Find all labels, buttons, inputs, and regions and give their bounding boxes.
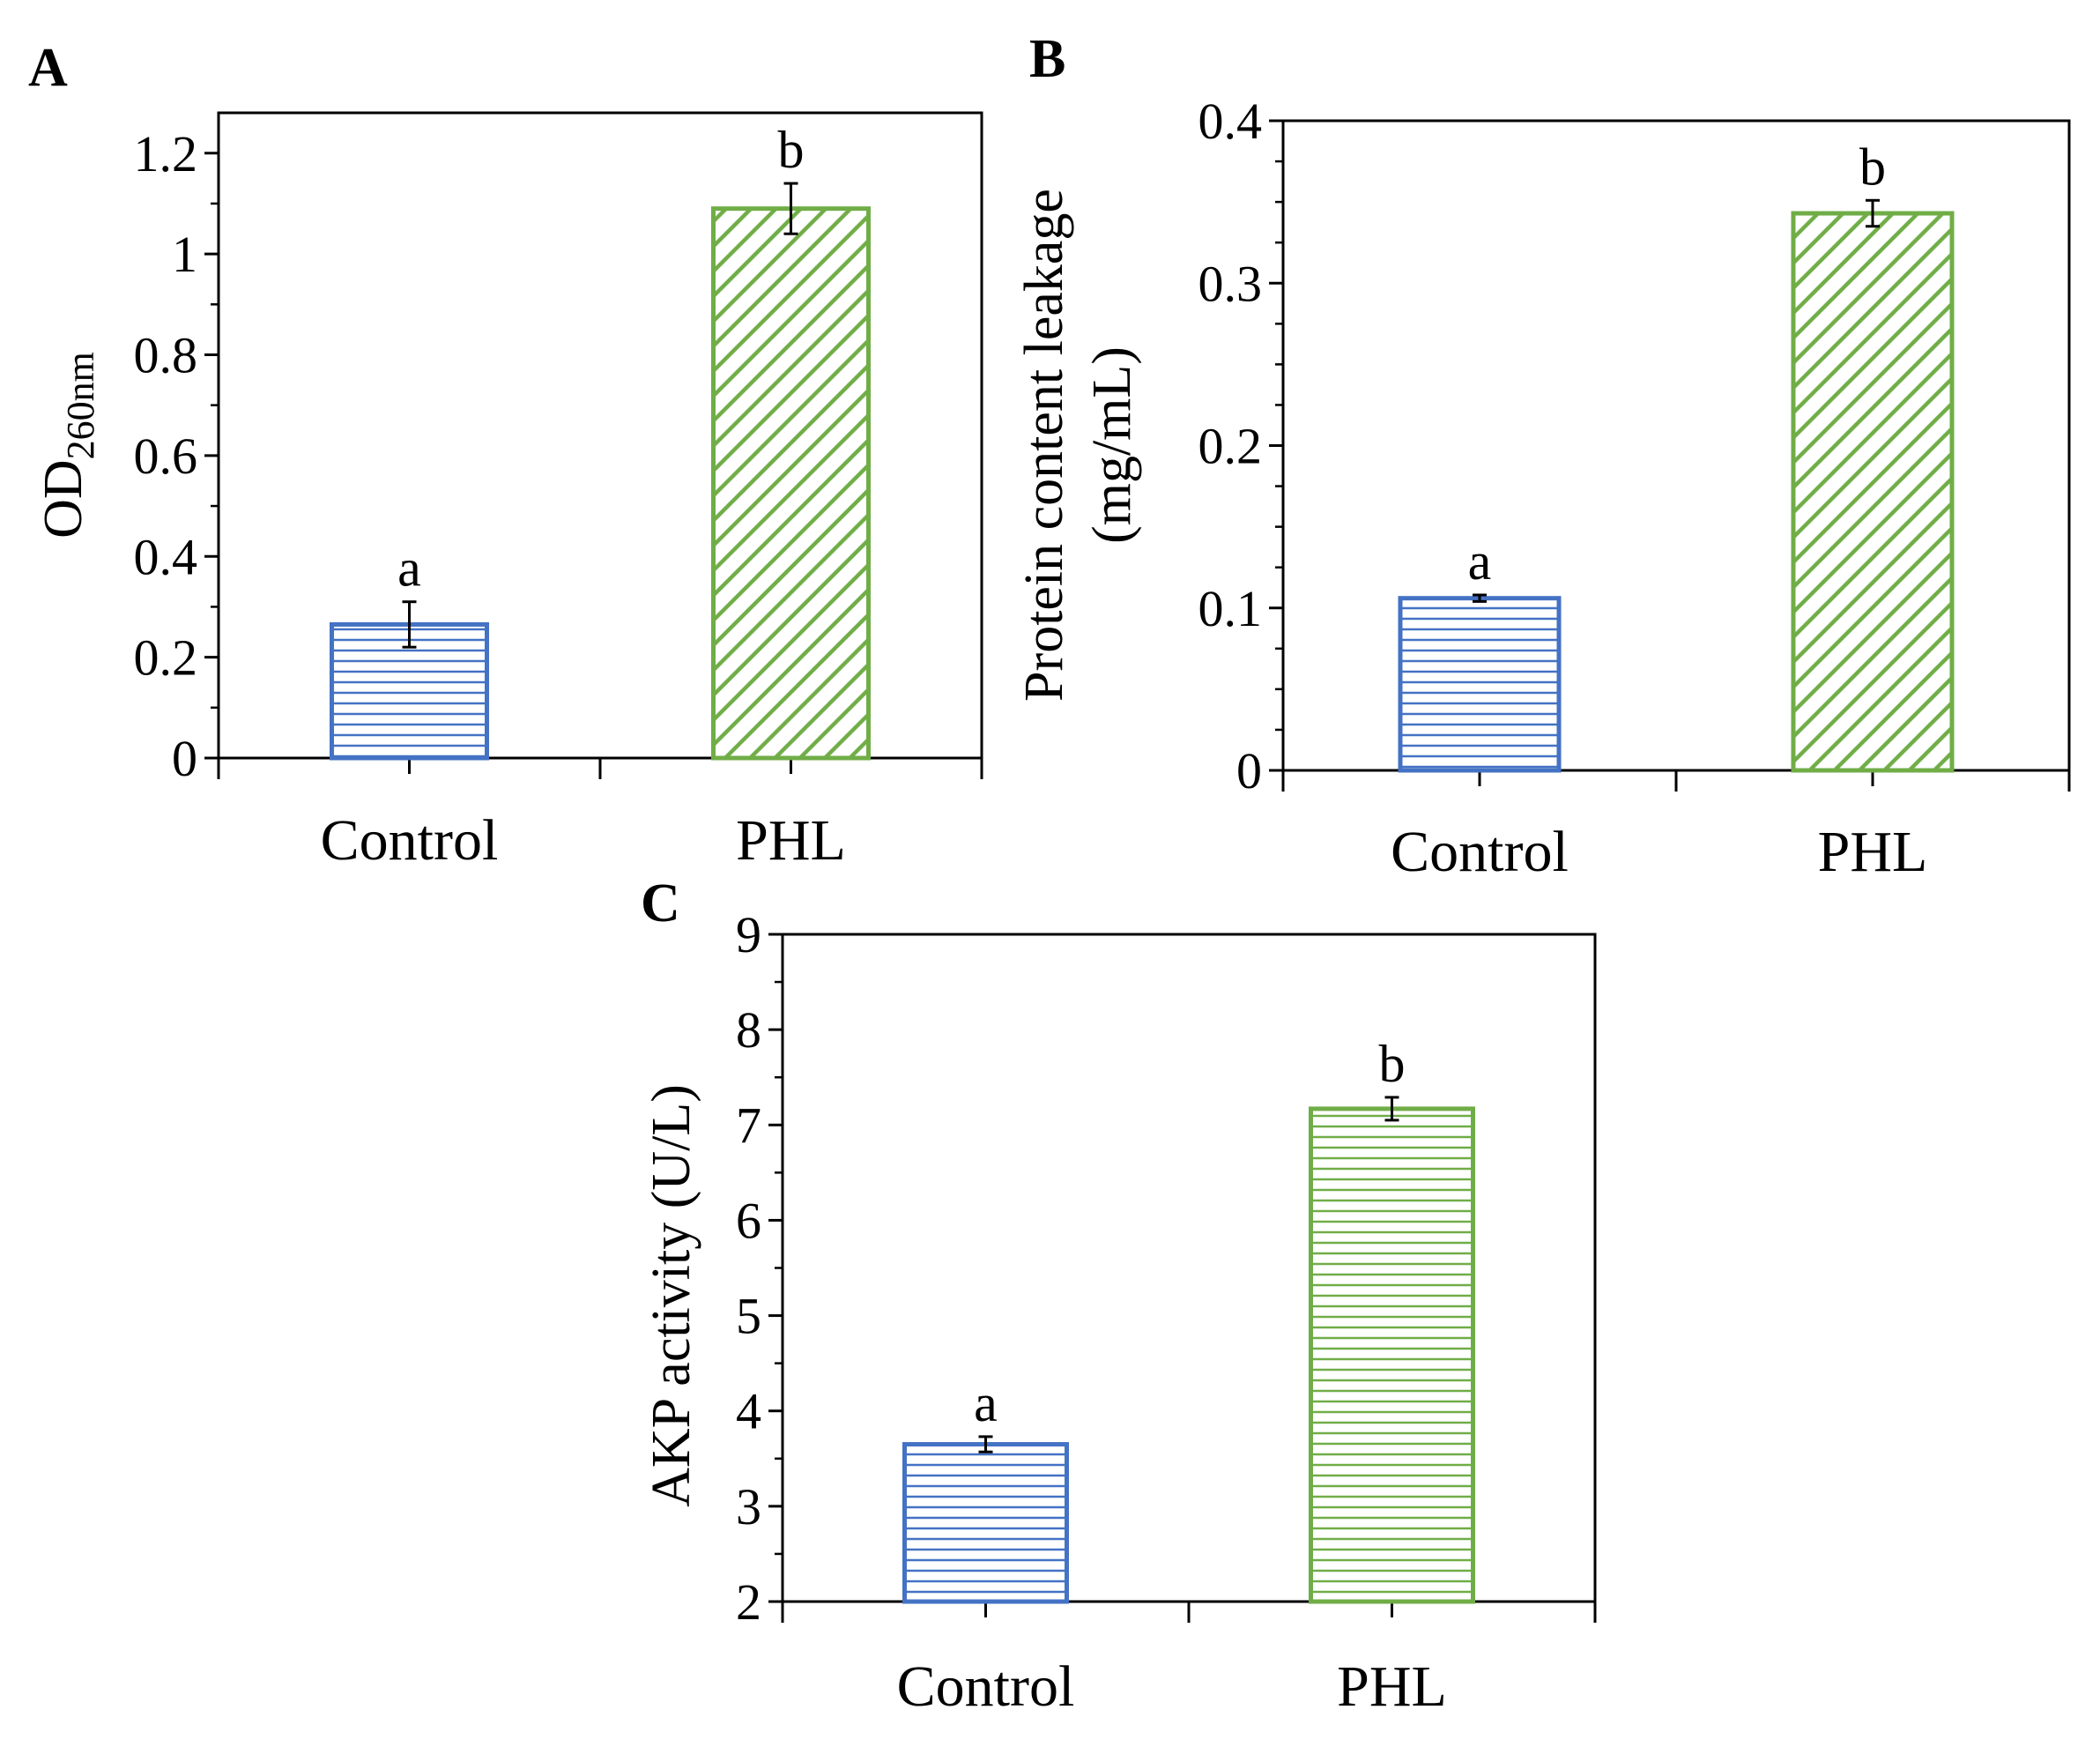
x-category-label: Control [1391, 820, 1569, 884]
x-category-label: PHL [1337, 1654, 1447, 1719]
panel-a: A OD260nm 0 0.2 0.4 0.6 0.8 1 1.2 a Control b PHL [28, 38, 983, 873]
panel-c: C AKP activity (U/L) 2 3 4 5 6 7 8 9 a Control b PH… [641, 874, 1597, 1719]
y-axis-title: OD260nm [33, 352, 102, 539]
y-axis-title: AKP activity (U/L) [642, 1084, 701, 1507]
y-tick-label: 8 [736, 1001, 761, 1059]
x-category-label: Control [897, 1654, 1075, 1719]
plot-area: 2 3 4 5 6 7 8 9 a Control b PHL [736, 906, 1597, 1719]
y-tick-label: 0.8 [134, 327, 198, 384]
x-category-label: PHL [736, 808, 846, 873]
plot-area: 0 0.2 0.4 0.6 0.8 1 1.2 a Control b PHL [134, 121, 983, 873]
y-tick-label: 0.2 [134, 629, 198, 687]
y-axis-title-line1: Protein content leakage [1014, 189, 1074, 702]
y-tick-label: 6 [736, 1192, 761, 1249]
bar-control [330, 621, 489, 761]
y-tick-label: 2 [736, 1573, 761, 1631]
y-tick-label: 3 [736, 1478, 761, 1535]
y-tick-label: 0.6 [134, 427, 198, 485]
significance-label: a [974, 1374, 998, 1432]
y-tick-label: 9 [736, 906, 761, 963]
y-axis-title-main: OD [33, 459, 93, 539]
significance-label: b [778, 121, 805, 179]
bar-phl [1791, 211, 1955, 773]
y-tick-label: 0 [172, 730, 197, 787]
y-tick-label: 1 [172, 226, 197, 283]
y-tick-label: 0.4 [1198, 93, 1263, 150]
y-tick-label: 0.3 [1198, 255, 1263, 312]
significance-label: b [1379, 1035, 1406, 1093]
bar-control [902, 1442, 1069, 1604]
bar-phl [1309, 1106, 1475, 1604]
y-tick-label: 0.1 [1198, 580, 1263, 637]
bar-phl [711, 206, 871, 761]
y-tick-label: 0 [1236, 742, 1262, 799]
y-tick-label: 5 [736, 1288, 761, 1345]
panel-label: A [28, 38, 68, 98]
y-axis-title-line2: (mg/mL) [1082, 346, 1142, 544]
significance-label: b [1859, 138, 1886, 196]
y-axis-title-subscript: 260nm [59, 352, 102, 459]
y-tick-label: 1.2 [134, 125, 198, 182]
plot-area: 0 0.1 0.2 0.3 0.4 a Control b PHL [1198, 93, 2071, 884]
y-tick-label: 4 [736, 1383, 761, 1440]
y-tick-label: 0.2 [1198, 418, 1263, 475]
panel-b: B Protein content leakage (mg/mL) 0 0.1 0.… [1014, 29, 2071, 884]
x-category-label: PHL [1818, 820, 1928, 884]
x-category-label: Control [321, 808, 499, 873]
significance-label: a [1468, 532, 1492, 591]
y-tick-label: 0.4 [134, 528, 198, 585]
y-tick-label: 7 [736, 1097, 761, 1154]
panel-label: B [1029, 29, 1065, 89]
significance-label: a [397, 539, 421, 598]
bar-control [1398, 596, 1562, 773]
panel-label: C [641, 874, 680, 933]
